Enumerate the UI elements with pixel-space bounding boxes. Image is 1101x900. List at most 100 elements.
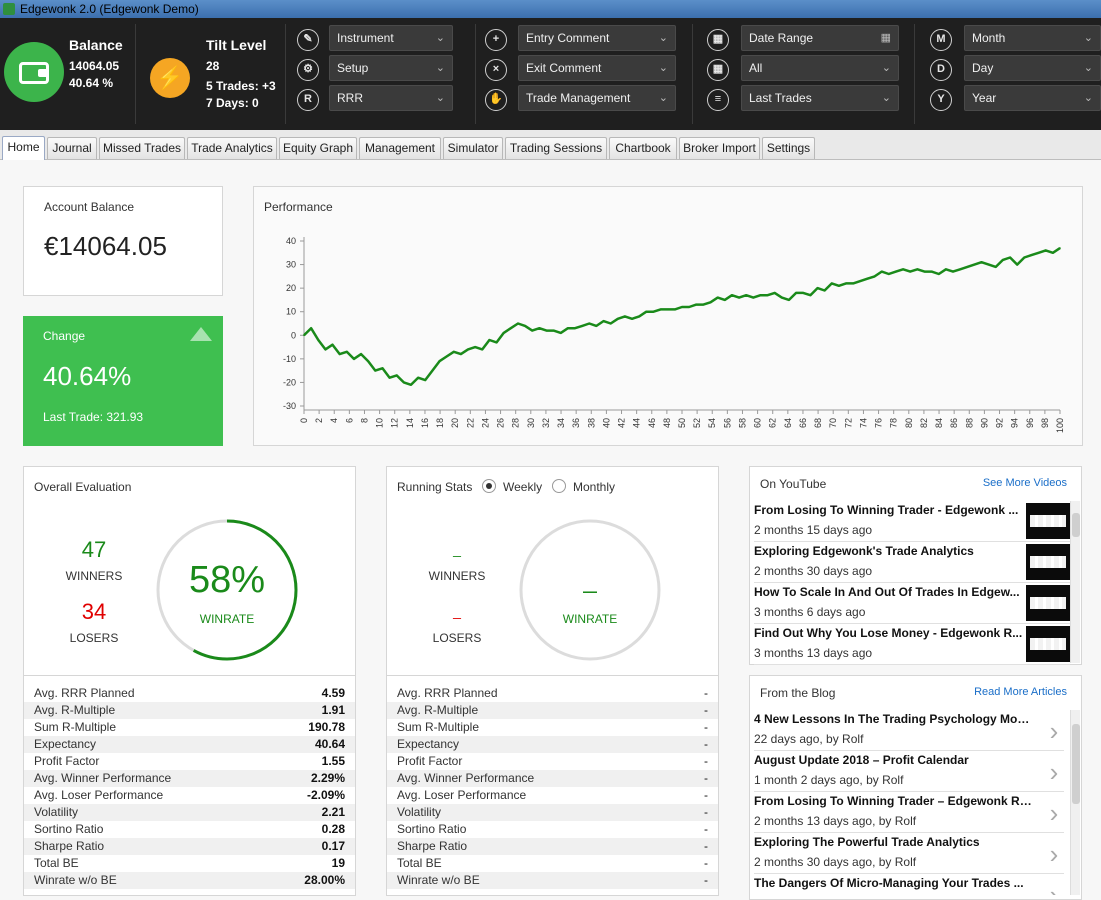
filter-year-dropdown[interactable]: Year ⌄ <box>964 85 1101 111</box>
stat-value: 1.91 <box>321 703 345 717</box>
tab-settings[interactable]: Settings <box>762 137 815 159</box>
data-point <box>995 266 997 268</box>
blog-title[interactable]: 4 New Lessons In The Trading Psychology … <box>754 712 1034 726</box>
data-point <box>602 320 605 322</box>
tag-icon[interactable]: ✎ <box>297 29 319 51</box>
year-icon[interactable]: Y <box>930 89 952 111</box>
filter-setup-dropdown[interactable]: Setup ⌄ <box>329 55 453 81</box>
blog-item[interactable]: August Update 2018 – Profit Calendar 1 mo… <box>754 751 1064 792</box>
calendar-icon[interactable]: ▦ <box>707 29 729 51</box>
filter-instrument-dropdown[interactable]: Instrument ⌄ <box>329 25 453 51</box>
blog-item[interactable]: 4 New Lessons In The Trading Psychology … <box>754 710 1064 751</box>
month-icon[interactable]: M <box>930 29 952 51</box>
monthly-radio[interactable] <box>552 479 566 493</box>
blog-item[interactable]: Exploring The Powerful Trade Analytics 2 … <box>754 833 1064 874</box>
data-point <box>545 329 548 332</box>
weekly-radio[interactable] <box>482 479 496 493</box>
tab-home[interactable]: Home <box>2 136 45 160</box>
filter-day-dropdown[interactable]: Day ⌄ <box>964 55 1101 81</box>
performance-line-series-0 <box>303 247 1061 387</box>
x-tick-label: 26 <box>496 418 506 428</box>
video-title[interactable]: How To Scale In And Out Of Trades In Edg… <box>754 585 1020 599</box>
x-tick-label: 18 <box>435 418 445 428</box>
exit-comment-icon[interactable]: × <box>485 59 507 81</box>
chevron-down-icon: ⌄ <box>658 62 668 74</box>
filter-date-range-dropdown[interactable]: Date Range ▦ <box>741 25 899 51</box>
video-title[interactable]: Exploring Edgewonk's Trade Analytics <box>754 544 974 558</box>
tab-missed-trades[interactable]: Missed Trades <box>99 137 185 159</box>
filter-entry-comment-dropdown[interactable]: Entry Comment ⌄ <box>518 25 676 51</box>
chevron-right-icon[interactable]: › <box>1049 716 1059 746</box>
filter-label: RRR <box>337 91 363 105</box>
tab-simulator[interactable]: Simulator <box>443 137 503 159</box>
blog-time: 2 months 30 days ago, by Rolf <box>754 855 917 869</box>
tab-management[interactable]: Management <box>359 137 441 159</box>
youtube-scrollbar[interactable] <box>1070 501 1080 663</box>
blog-scrollbar[interactable] <box>1070 710 1080 895</box>
stat-value: 28.00% <box>304 873 345 887</box>
sliders-icon[interactable]: ≡ <box>707 89 729 111</box>
chevron-right-icon[interactable]: › <box>1049 757 1059 787</box>
hand-icon[interactable]: ✋ <box>485 89 507 111</box>
video-thumbnail[interactable] <box>1026 544 1070 580</box>
blog-item[interactable]: From Losing To Winning Trader – Edgewonk… <box>754 792 1064 833</box>
x-tick-label: 32 <box>541 418 551 428</box>
winrate-label: WINRATE <box>199 612 255 626</box>
tab-trade-analytics[interactable]: Trade Analytics <box>187 137 277 159</box>
data-point <box>417 376 419 379</box>
see-more-videos-link[interactable]: See More Videos <box>982 477 1067 489</box>
x-tick-label: 10 <box>375 418 385 428</box>
data-point <box>759 294 762 297</box>
stat-value: 19 <box>331 856 345 870</box>
blog-title[interactable]: The Dangers Of Micro-Managing Your Trade… <box>754 876 1024 890</box>
rrr-icon[interactable]: R <box>297 89 319 111</box>
day-icon[interactable]: D <box>930 59 952 81</box>
blog-title[interactable]: From Losing To Winning Trader – Edgewonk… <box>754 794 1034 808</box>
tab-chartbook[interactable]: Chartbook <box>609 137 677 159</box>
x-tick-label: 56 <box>722 418 732 428</box>
blog-title[interactable]: August Update 2018 – Profit Calendar <box>754 753 969 767</box>
blog-item[interactable]: The Dangers Of Micro-Managing Your Trade… <box>754 874 1064 895</box>
monthly-label[interactable]: Monthly <box>573 480 616 494</box>
tab-trading-sessions[interactable]: Trading Sessions <box>505 137 607 159</box>
chevron-right-icon[interactable]: › <box>1049 880 1059 895</box>
filter-last-trades-dropdown[interactable]: Last Trades ⌄ <box>741 85 899 111</box>
video-item[interactable]: From Losing To Winning Trader - Edgewonk… <box>754 501 1070 542</box>
video-item[interactable]: Exploring Edgewonk's Trade Analytics 2 mo… <box>754 542 1070 583</box>
video-thumbnail[interactable] <box>1026 626 1070 662</box>
filter-exit-comment-dropdown[interactable]: Exit Comment ⌄ <box>518 55 676 81</box>
video-time: 2 months 15 days ago <box>754 523 873 537</box>
weekly-label[interactable]: Weekly <box>503 480 543 494</box>
video-thumbnail[interactable] <box>1026 503 1070 539</box>
tilt-value: 28 <box>206 59 220 73</box>
chevron-right-icon[interactable]: › <box>1049 798 1059 828</box>
read-more-articles-link[interactable]: Read More Articles <box>974 686 1067 698</box>
x-tick-label: 48 <box>662 418 672 428</box>
chevron-down-icon: ⌄ <box>1083 62 1093 74</box>
y-tick-label: 30 <box>286 260 296 270</box>
filter-trade-management-dropdown[interactable]: Trade Management ⌄ <box>518 85 676 111</box>
blog-title[interactable]: Exploring The Powerful Trade Analytics <box>754 835 980 849</box>
video-time: 3 months 13 days ago <box>754 646 873 660</box>
tab-broker-import[interactable]: Broker Import <box>679 137 760 159</box>
x-tick-label: 12 <box>390 418 400 428</box>
video-item[interactable]: How To Scale In And Out Of Trades In Edg… <box>754 583 1070 624</box>
entry-comment-icon[interactable]: + <box>485 29 507 51</box>
video-title[interactable]: From Losing To Winning Trader - Edgewonk… <box>754 503 1019 517</box>
filter-rrr-dropdown[interactable]: RRR ⌄ <box>329 85 453 111</box>
winners-label: WINNERS <box>65 569 123 583</box>
setup-icon[interactable]: ⚙ <box>297 59 319 81</box>
chevron-right-icon[interactable]: › <box>1049 839 1059 869</box>
data-point <box>552 329 555 332</box>
tab-equity-graph[interactable]: Equity Graph <box>279 137 357 159</box>
stat-value: - <box>704 686 708 700</box>
video-thumbnail[interactable] <box>1026 585 1070 621</box>
stat-row: Winrate w/o BE - <box>387 872 718 889</box>
video-item[interactable]: Find Out Why You Lose Money - Edgewonk R… <box>754 624 1070 665</box>
calendar-all-icon[interactable]: ▦ <box>707 59 729 81</box>
filter-month-dropdown[interactable]: Month ⌄ <box>964 25 1101 51</box>
video-title[interactable]: Find Out Why You Lose Money - Edgewonk R… <box>754 626 1023 640</box>
stat-row: Total BE 19 <box>24 855 355 872</box>
filter-all-dropdown[interactable]: All ⌄ <box>741 55 899 81</box>
tab-journal[interactable]: Journal <box>47 137 97 159</box>
